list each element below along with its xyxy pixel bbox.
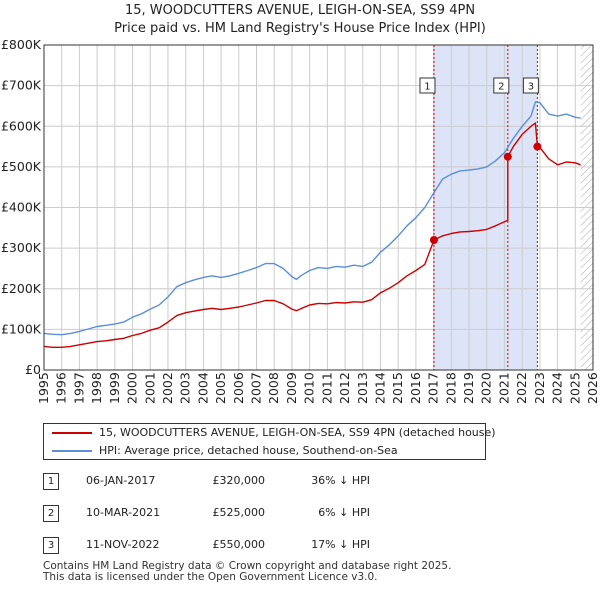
x-tick-label: 1997 (71, 372, 86, 404)
footer: Contains HM Land Registry data © Crown c… (43, 561, 451, 583)
x-tick-label: 2018 (443, 372, 458, 404)
x-tick-label: 2001 (142, 372, 157, 404)
hpi-series-line (43, 101, 581, 336)
y-tick-label: £100K (1, 321, 42, 336)
x-tick-label: 2023 (532, 372, 547, 404)
y-tick-label: £200K (1, 281, 42, 296)
sale-row: 2 10-MAR-2021 £525,000 6% ↓ HPI (0, 502, 600, 524)
x-tick-label: 2011 (319, 372, 334, 404)
y-tick-label: £700K (1, 78, 42, 93)
sale-label-text: 1 (424, 82, 430, 93)
x-tick-label: 2003 (178, 372, 193, 404)
sale-number-badge: 1 (43, 473, 59, 490)
x-tick-label: 2015 (390, 372, 405, 404)
x-tick-label: 2006 (231, 372, 246, 404)
chart-legend: 15, WOODCUTTERS AVENUE, LEIGH-ON-SEA, SS… (43, 423, 496, 460)
price-chart: 15, WOODCUTTERS AVENUE, LEIGH-ON-SEA, SS… (1, 3, 600, 404)
sale-point (503, 152, 512, 161)
x-tick-label: 1999 (107, 372, 122, 404)
x-tick-label: 2020 (479, 372, 494, 404)
footer-copyright: Contains HM Land Registry data © Crown c… (43, 560, 452, 572)
sale-price: £525,000 (212, 506, 266, 519)
sale-date: 11-NOV-2022 (86, 538, 160, 551)
y-tick-label: £800K (1, 37, 42, 52)
legend-swatch-hpi (52, 450, 92, 452)
x-tick-label: 2022 (514, 372, 529, 404)
sale-hpi-diff: 6% ↓ HPI (318, 506, 370, 519)
sale-label-box (493, 77, 510, 94)
x-tick-label: 1998 (89, 372, 104, 404)
x-tick-label: 2009 (284, 372, 299, 404)
legend-swatch-property (52, 432, 92, 434)
footer-licence: This data is licensed under the Open Gov… (43, 571, 378, 583)
sale-row: 1 06-JAN-2017 £320,000 36% ↓ HPI (0, 470, 600, 492)
sale-price: £320,000 (212, 474, 266, 487)
x-tick-label: 2004 (195, 372, 210, 404)
plot-frame (43, 44, 594, 371)
x-tick-label: 2002 (160, 372, 175, 404)
x-tick-label: 2005 (213, 372, 228, 404)
sale-hpi-diff: 36% ↓ HPI (311, 474, 370, 487)
y-tick-label: £500K (1, 159, 42, 174)
y-tick-label: £600K (1, 118, 42, 133)
sale-number-badge: 2 (43, 505, 59, 522)
sale-number-badge: 3 (43, 537, 59, 554)
x-tick-label: 2017 (426, 372, 441, 404)
x-tick-label: 1996 (54, 372, 69, 404)
chart-title-line1: 15, WOODCUTTERS AVENUE, LEIGH-ON-SEA, SS… (125, 3, 475, 18)
sale-label-text: 2 (498, 82, 504, 93)
sale-label-box (522, 77, 539, 94)
sale-date: 06-JAN-2017 (86, 474, 156, 487)
sale-date: 10-MAR-2021 (86, 506, 161, 519)
y-tick-label: £300K (1, 240, 42, 255)
x-tick-label: 2016 (408, 372, 423, 404)
x-tick-label: 2012 (337, 372, 352, 404)
sale-price: £550,000 (212, 538, 266, 551)
x-tick-label: 2007 (249, 372, 264, 404)
chart-title-line2: Price paid vs. HM Land Registry's House … (114, 21, 486, 36)
x-tick-label: 2000 (125, 372, 140, 404)
sale-label-text: 3 (528, 82, 534, 93)
y-tick-label: £400K (1, 200, 42, 215)
x-tick-label: 1995 (36, 372, 51, 404)
x-tick-label: 2013 (355, 372, 370, 404)
legend-label-hpi: HPI: Average price, detached house, Sout… (99, 444, 398, 457)
x-tick-label: 2019 (461, 372, 476, 404)
x-tick-label: 2008 (266, 372, 281, 404)
x-tick-label: 2025 (567, 372, 582, 404)
x-tick-label: 2021 (496, 372, 511, 404)
x-tick-label: 2010 (302, 372, 317, 404)
sale-point (429, 236, 438, 244)
legend-label-property: 15, WOODCUTTERS AVENUE, LEIGH-ON-SEA, SS… (99, 426, 496, 439)
sale-row: 3 11-NOV-2022 £550,000 17% ↓ HPI (0, 534, 600, 556)
y-tick-label: £0 (25, 362, 41, 377)
sale-label-box (419, 77, 436, 94)
x-tick-label: 2014 (372, 372, 387, 404)
sale-point (533, 142, 542, 151)
sale-hpi-diff: 17% ↓ HPI (311, 538, 370, 551)
x-tick-label: 2026 (585, 372, 600, 404)
x-tick-label: 2024 (550, 372, 565, 404)
